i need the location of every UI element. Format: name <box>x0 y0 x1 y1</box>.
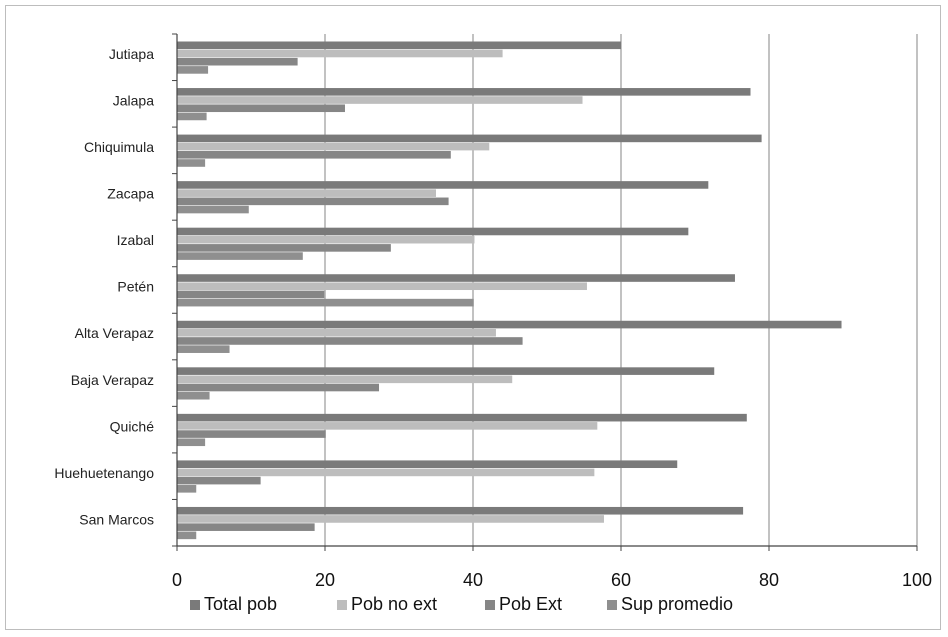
bar <box>177 57 298 66</box>
category-label: Quiché <box>110 418 155 434</box>
bar <box>177 274 735 282</box>
legend-label: Total pob <box>204 594 277 614</box>
bar <box>177 515 604 523</box>
bar <box>177 367 715 375</box>
bar <box>177 506 744 515</box>
category-label: Huehuetenango <box>54 465 154 481</box>
axes <box>172 33 918 551</box>
bar <box>177 375 513 384</box>
bar <box>177 96 583 104</box>
bar <box>177 476 261 485</box>
bar <box>177 430 326 438</box>
legend-swatch <box>607 600 617 610</box>
category-label: Jalapa <box>113 93 154 109</box>
bar <box>177 134 762 143</box>
bar <box>177 197 449 206</box>
bar <box>177 383 380 392</box>
bar <box>177 282 587 291</box>
bar <box>177 485 197 493</box>
bar <box>177 328 496 337</box>
legend-swatch <box>485 600 495 610</box>
x-tick-label: 60 <box>611 570 631 590</box>
bar <box>177 391 210 400</box>
bar <box>177 88 751 96</box>
bar <box>177 66 209 74</box>
bar <box>177 244 391 252</box>
bar <box>177 205 249 214</box>
legend-label: Pob no ext <box>351 594 437 614</box>
bar <box>177 150 451 159</box>
bar <box>177 290 325 299</box>
category-labels: Jutiapa Jalapa Chiquimula Zacapa Izabal Petén… <box>54 46 154 527</box>
bar <box>177 181 709 189</box>
category-label: Izabal <box>117 232 154 248</box>
category-label: Baja Verapaz <box>71 372 154 388</box>
bar <box>177 235 475 244</box>
bar <box>177 159 206 167</box>
bar <box>177 252 303 260</box>
bar <box>177 41 621 50</box>
category-label: Zacapa <box>107 186 154 202</box>
bar <box>177 104 345 113</box>
bar <box>177 422 598 430</box>
x-tick-label: 20 <box>315 570 335 590</box>
bar <box>177 49 503 58</box>
category-label: Alta Verapaz <box>75 325 154 341</box>
bar <box>177 320 842 329</box>
bar <box>177 413 747 422</box>
legend-label: Sup promedio <box>621 594 733 614</box>
x-tick-label: 40 <box>463 570 483 590</box>
x-tick-labels: 0 20 40 60 80 100 <box>172 570 932 590</box>
bar <box>177 112 207 121</box>
legend-label: Pob Ext <box>499 594 562 614</box>
category-label: San Marcos <box>79 511 154 527</box>
bar <box>177 298 474 307</box>
bar <box>177 337 523 345</box>
bar <box>177 460 678 469</box>
x-tick-label: 100 <box>902 570 932 590</box>
bars <box>177 41 842 540</box>
bar <box>177 142 490 151</box>
legend-swatch <box>190 600 200 610</box>
bar <box>177 227 689 236</box>
category-label: Petén <box>117 279 154 295</box>
category-label: Chiquimula <box>84 139 154 155</box>
bar <box>177 531 197 540</box>
legend-swatch <box>337 600 347 610</box>
bar <box>177 523 315 531</box>
legend: Total pob Pob no ext Pob Ext Sup promedio <box>190 594 733 614</box>
bar <box>177 438 206 447</box>
bar <box>177 345 230 353</box>
category-label: Jutiapa <box>109 46 154 62</box>
x-tick-label: 0 <box>172 570 182 590</box>
bar <box>177 189 436 197</box>
bar <box>177 468 595 477</box>
x-tick-label: 80 <box>759 570 779 590</box>
